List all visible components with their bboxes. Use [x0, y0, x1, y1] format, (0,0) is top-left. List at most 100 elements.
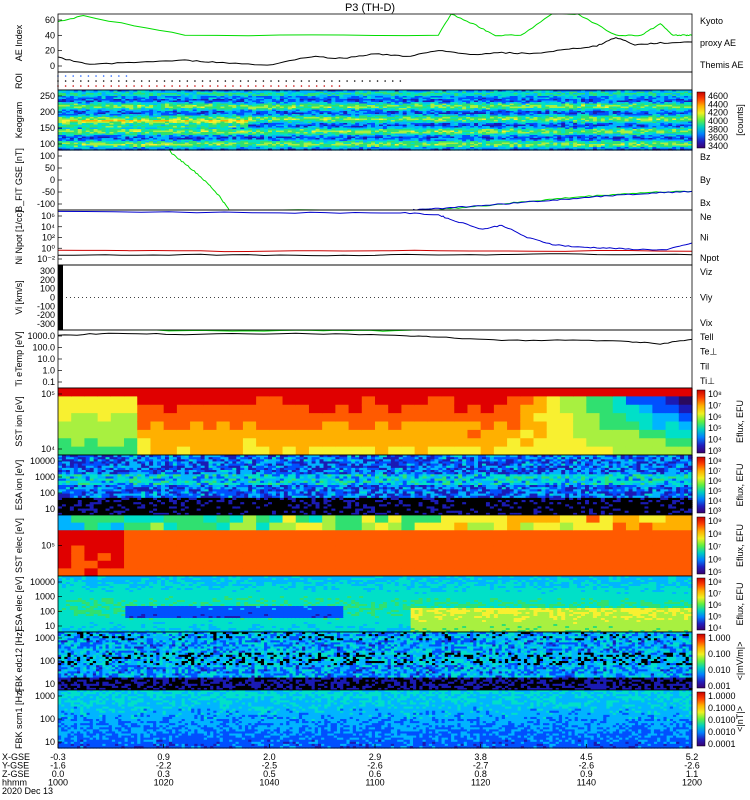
- fbk_scm-colorbar: [696, 691, 706, 747]
- density-ytick-0: 10⁻²: [37, 254, 55, 264]
- fbk_edc-cbtick-2: 0.010: [708, 665, 731, 675]
- velocity-ytick-0: -300: [37, 319, 55, 329]
- sst-ion-ytick-0: 10⁴: [41, 444, 55, 454]
- sst-ion-ylabel: SST ion [eV]: [14, 396, 24, 446]
- ae-legend-kyoto: Kyoto: [700, 16, 723, 26]
- xaxis-tick-0-t: 1000: [48, 778, 68, 788]
- xaxis-tick-6-y: -2.6: [684, 761, 700, 771]
- density-ne-series: [58, 249, 692, 253]
- esa-ion-ytick-1: 100: [40, 488, 55, 498]
- fbk_edc-cbunit: <|mV/m|>: [735, 642, 745, 681]
- temperature-tell-series: [58, 332, 692, 345]
- density-ni-series: [58, 210, 692, 251]
- keogram-cbtick-0: 4600: [708, 91, 728, 101]
- sst_elec-heatmap-cells: [58, 515, 693, 577]
- velocity-ytick-5: 200: [40, 275, 55, 285]
- sst_elec-colorbar: [696, 516, 706, 575]
- esa_ion-heatmap-cells: [58, 455, 693, 516]
- xaxis-tick-5-z: 0.9: [580, 769, 593, 779]
- ae-ylabel: AE Index: [14, 24, 24, 61]
- temperature-ylabel: Ti eTemp [eV]: [14, 331, 24, 386]
- esa_ion-cbtick-0: 10⁸: [708, 456, 722, 466]
- xaxis-row-label-4: 2020 Dec 13: [2, 786, 53, 796]
- xaxis-tick-6-t: 1200: [682, 778, 702, 788]
- xaxis-tick-6-z: 1.1: [686, 769, 699, 779]
- fbk-edc-ytick-0: 10: [45, 679, 55, 689]
- esa_ion-cbtick-3: 10⁵: [708, 486, 722, 496]
- fbk_scm-heatmap-cells: [58, 690, 693, 749]
- temperature-ytick-4: 1000.0: [27, 331, 55, 341]
- velocity-ylabel: Vi [km/s]: [14, 280, 24, 314]
- keogram-cbtick-5: 3600: [708, 133, 728, 143]
- fbk-scm-ytick-0: 10: [45, 737, 55, 747]
- velocity-legend-viz: Viz: [700, 267, 713, 277]
- sst_elec-cbtick-4: 10⁵: [708, 567, 722, 577]
- fbk_scm-cbtick-1: 0.1000: [708, 703, 736, 713]
- bfield-ytick-1: -50: [42, 187, 55, 197]
- temperature-ytick-0: 0.1: [42, 377, 55, 387]
- esa_elec-cbtick-3: 10⁵: [708, 612, 722, 622]
- esa-elec-ytick-2: 1000: [35, 592, 55, 602]
- velocity-ytick-4: 100: [40, 284, 55, 294]
- xaxis-tick-4-t: 1120: [471, 778, 490, 788]
- keogram-ytick-0: 100: [40, 139, 55, 149]
- fbk_edc-cbtick-0: 1.000: [708, 633, 731, 643]
- xaxis-tick-2-t: 1040: [259, 778, 279, 788]
- plot-title: P3 (TH-D): [345, 2, 395, 14]
- esa-ion-ytick-0: 10: [45, 504, 55, 514]
- esa_ion-cbtick-4: 10⁴: [708, 496, 722, 506]
- sst_elec-cbtick-2: 10⁷: [708, 542, 721, 552]
- temperature-ytick-1: 1.0: [42, 366, 55, 376]
- keogram-cbtick-2: 4200: [708, 108, 728, 118]
- sst_ion-cbtick-2: 10⁶: [708, 412, 722, 422]
- ae-ytick-0: 0: [50, 61, 55, 71]
- esa_elec-cbtick-1: 10⁷: [708, 589, 721, 599]
- xaxis-tick-6-x: 5.2: [686, 752, 699, 762]
- xaxis-tick-4-z: 0.8: [474, 769, 487, 779]
- sst-elec-ytick-0: 10⁵: [41, 541, 55, 551]
- sst_ion-cbunit: Eflux, EFU: [735, 400, 745, 443]
- bfield-legend-by: By: [700, 175, 711, 185]
- keogram-cbtick-6: 3400: [708, 141, 728, 151]
- xaxis-tick-3-y: -2.6: [367, 761, 383, 771]
- ae-ytick-2: 40: [45, 30, 55, 40]
- density-ytick-2: 10²: [42, 233, 55, 243]
- esa_ion-cbtick-1: 10⁷: [708, 466, 721, 476]
- density-frame: [57, 209, 693, 266]
- esa_elec-heatmap-cells: [58, 576, 693, 633]
- fbk-edc-ytick-1: 100: [40, 656, 55, 666]
- fbk_scm-cbtick-2: 0.0100: [708, 715, 736, 725]
- temperature-til-series: [97, 330, 418, 332]
- esa-elec-ytick-0: 10: [45, 621, 55, 631]
- sst_ion-heatmap-cells: [58, 388, 693, 456]
- roi-dot-row-2: [57, 85, 341, 87]
- keogram-cbtick-4: 3800: [708, 124, 728, 134]
- esa_elec-cbtick-4: 10⁴: [708, 623, 722, 633]
- keogram-heatmap-cells: [58, 90, 693, 151]
- density-legend-ne: Ne: [700, 212, 712, 222]
- xaxis-tick-1-x: 0.9: [157, 752, 170, 762]
- roi-dot-row-1: [57, 80, 402, 82]
- keogram-ytick-3: 250: [40, 91, 55, 101]
- xaxis-tick-0-z: 0.0: [52, 769, 65, 779]
- xaxis-tick-1-y: -2.2: [156, 761, 172, 771]
- esa_ion-cbunit: Eflux, EFU: [735, 463, 745, 506]
- esa_ion-cbtick-5: 10³: [708, 506, 721, 516]
- xaxis-tick-5-y: -2.6: [579, 761, 595, 771]
- bfield-legend-bx: Bx: [700, 198, 711, 208]
- xaxis-tick-1-z: 0.3: [157, 769, 170, 779]
- fbk_scm-cbtick-3: 0.0010: [708, 727, 736, 737]
- keogram-cbtick-1: 4400: [708, 99, 728, 109]
- esa_elec-cbtick-2: 10⁶: [708, 600, 722, 610]
- sst_elec-cbtick-3: 10⁶: [708, 554, 722, 564]
- xaxis-tick-2-x: 2.0: [263, 752, 276, 762]
- keogram-ylabel: Keogram: [14, 102, 24, 139]
- esa_elec-cbtick-0: 10⁸: [708, 577, 722, 587]
- sst_ion-cbtick-0: 10⁸: [708, 389, 722, 399]
- xaxis-tick-2-z: 0.5: [263, 769, 276, 779]
- keogram-colorbar: [696, 91, 706, 149]
- xaxis-tick-2-y: -2.5: [262, 761, 278, 771]
- density-ytick-3: 10⁴: [41, 222, 55, 232]
- xaxis-tick-3-t: 1100: [365, 778, 384, 788]
